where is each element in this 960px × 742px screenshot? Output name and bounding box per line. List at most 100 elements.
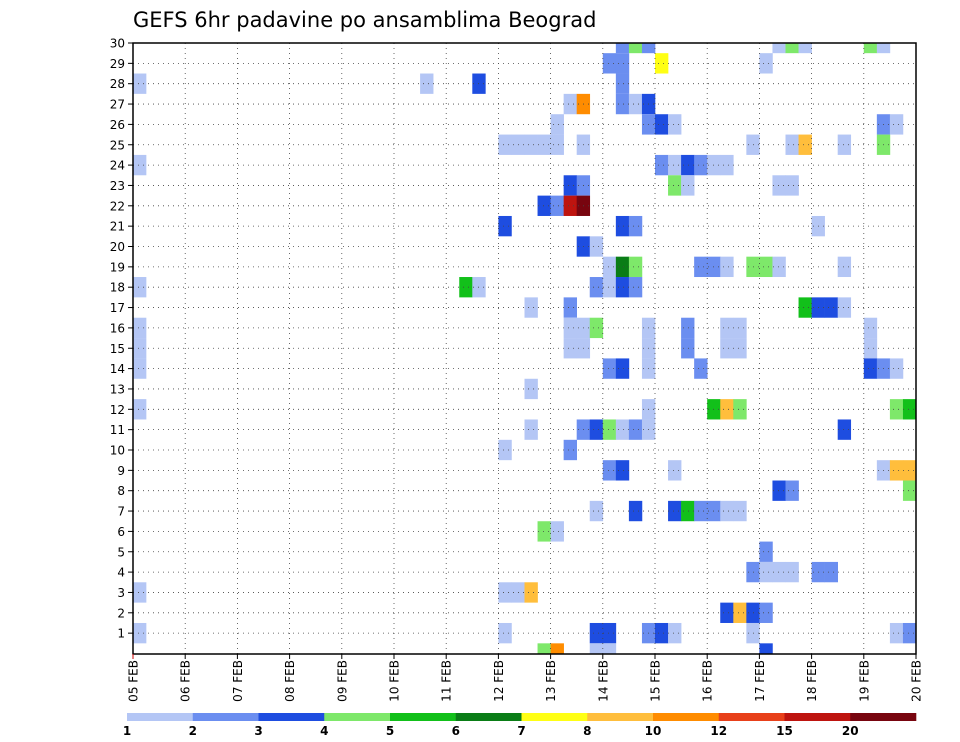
heatmap-cell xyxy=(681,154,695,176)
heatmap-cell xyxy=(420,73,434,94)
heatmap-cell xyxy=(524,582,538,603)
heatmap-cell xyxy=(889,399,904,420)
colorbar-swatch xyxy=(324,713,391,721)
heatmap-cell xyxy=(824,561,838,583)
x-tick-label: 15 FEB xyxy=(649,660,663,702)
y-tick-label: 19 xyxy=(110,260,125,274)
heatmap-cell xyxy=(589,419,604,440)
chart-title: GEFS 6hr padavine po ansamblima Beograd xyxy=(133,8,596,32)
heatmap-cell xyxy=(668,460,682,481)
heatmap-cell xyxy=(759,561,773,583)
x-tick-label: 16 FEB xyxy=(701,660,715,702)
colorbar-label: 8 xyxy=(583,724,591,738)
heatmap-cell xyxy=(563,338,577,359)
y-tick-label: 20 xyxy=(110,240,125,254)
colorbar-swatch xyxy=(784,713,851,721)
heatmap-cell xyxy=(550,643,564,654)
heatmap-cell xyxy=(720,317,734,339)
heatmap-cell xyxy=(889,460,904,481)
heatmap-cell xyxy=(798,297,812,318)
heatmap-cell xyxy=(537,521,551,542)
y-tick-label: 30 xyxy=(110,37,125,51)
heatmap-cell xyxy=(837,297,852,318)
heatmap-cell xyxy=(133,317,147,339)
y-tick-label: 12 xyxy=(110,403,125,417)
colorbar-label: 10 xyxy=(645,724,662,738)
y-tick-label: 11 xyxy=(110,423,125,437)
heatmap-cell xyxy=(837,419,852,440)
y-tick-label: 4 xyxy=(117,566,125,580)
y-tick-label: 25 xyxy=(110,138,125,152)
y-tick-label: 29 xyxy=(110,57,125,71)
heatmap-cell xyxy=(720,338,734,359)
heatmap-cell xyxy=(563,175,577,196)
heatmap-cell xyxy=(681,338,695,359)
colorbar-label: 4 xyxy=(320,724,328,738)
heatmap-cell xyxy=(550,114,564,135)
colorbar-label: 1 xyxy=(123,724,131,738)
colorbar-label: 2 xyxy=(189,724,197,738)
heatmap-cell xyxy=(628,277,643,298)
heatmap-cell xyxy=(628,93,643,115)
x-tick-label: 05 FEB xyxy=(127,660,141,702)
heatmap-cell xyxy=(615,73,630,94)
y-tick-label: 10 xyxy=(110,444,125,458)
x-tick-label: 10 FEB xyxy=(388,660,402,702)
heatmap-cell xyxy=(615,277,630,298)
x-tick-label: 17 FEB xyxy=(753,660,767,702)
heatmap-cell xyxy=(589,500,604,522)
colorbar-swatch xyxy=(850,713,917,721)
heatmap-cell xyxy=(798,43,812,54)
heatmap-cell xyxy=(602,53,617,74)
heatmap-cell xyxy=(615,215,630,237)
heatmap-cell xyxy=(889,114,904,135)
heatmap-cell xyxy=(837,134,852,155)
heatmap-cell xyxy=(628,43,643,54)
plot-grid xyxy=(133,42,916,654)
colorbar-label: 7 xyxy=(517,724,525,738)
heatmap-cell xyxy=(668,114,682,135)
heatmap-cell xyxy=(902,480,917,501)
heatmap-cell xyxy=(537,195,551,216)
heatmap-cell xyxy=(563,317,577,339)
heatmap-cell xyxy=(694,256,708,278)
y-tick-label: 15 xyxy=(110,342,125,356)
heatmap-cell xyxy=(602,643,617,654)
heatmap-cell xyxy=(759,643,773,654)
x-tick-label: 13 FEB xyxy=(544,660,558,702)
y-tick-label: 22 xyxy=(110,199,125,213)
heatmap-cell xyxy=(720,154,734,176)
heatmap-cell xyxy=(655,114,669,135)
heatmap-cell xyxy=(602,277,617,298)
heatmap-cell xyxy=(133,277,147,298)
heatmap-cell xyxy=(694,358,708,379)
heatmap-cell xyxy=(602,460,617,481)
heatmap-cell xyxy=(602,256,617,278)
x-tick-label: 14 FEB xyxy=(596,660,610,702)
heatmap-cell xyxy=(733,399,747,420)
y-tick-label: 28 xyxy=(110,77,125,91)
heatmap-cell xyxy=(681,317,695,339)
x-tick-label: 12 FEB xyxy=(492,660,506,702)
heatmap-cell xyxy=(772,480,786,501)
heatmap-cell xyxy=(563,195,577,216)
heatmap-cell xyxy=(524,297,538,318)
y-tick-label: 26 xyxy=(110,118,125,132)
y-tick-label: 14 xyxy=(110,362,125,376)
heatmap-cell xyxy=(589,643,604,654)
y-tick-label: 7 xyxy=(117,505,125,519)
heatmap-cell xyxy=(681,500,695,522)
colorbar-swatch xyxy=(455,713,522,721)
heatmap-cell xyxy=(589,317,604,339)
colorbar-label: 3 xyxy=(254,724,262,738)
heatmap-cell xyxy=(785,561,799,583)
x-tick-label: 06 FEB xyxy=(179,660,193,702)
x-tick-label: 09 FEB xyxy=(335,660,349,702)
heatmap-cell xyxy=(133,338,147,359)
heatmap-cell xyxy=(733,500,747,522)
heatmap-cell xyxy=(720,500,734,522)
heatmap-cell xyxy=(889,622,904,644)
heatmap-cell xyxy=(628,215,643,237)
colorbar-swatch xyxy=(587,713,654,721)
